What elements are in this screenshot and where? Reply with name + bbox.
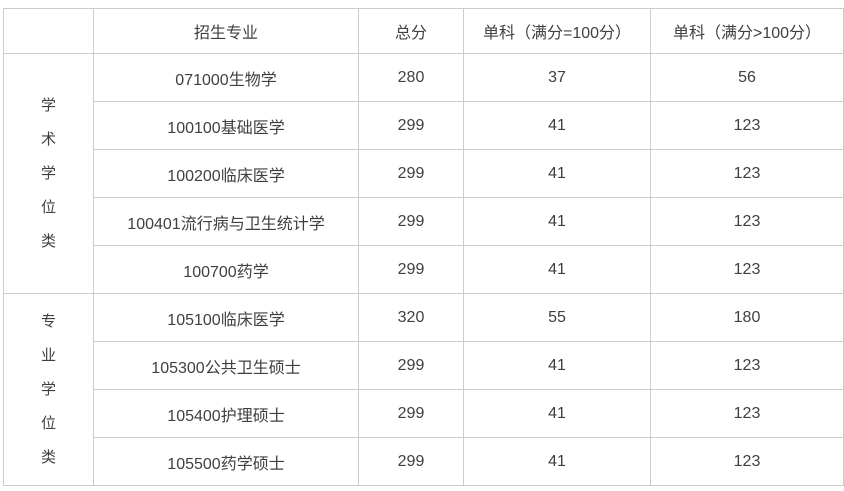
major-cell: 100700药学 (93, 245, 359, 294)
table-row: 专业学位类 105100临床医学 320 55 180 (3, 293, 844, 486)
total-score-cell: 299 (358, 245, 464, 294)
single-100-cell: 41 (463, 437, 651, 486)
single-gt100-cell: 180 (650, 293, 844, 342)
header-total-score: 总分 (358, 8, 464, 54)
single-gt100-cell: 123 (650, 149, 844, 198)
category-professional-degree: 专业学位类 (3, 293, 94, 486)
single-gt100-cell: 123 (650, 437, 844, 486)
single-100-cell: 55 (463, 293, 651, 342)
major-cell: 105300公共卫生硕士 (93, 341, 359, 390)
major-cell: 100401流行病与卫生统计学 (93, 197, 359, 246)
table-row: 105500药学硕士 299 41 123 (4, 437, 844, 486)
total-score-cell: 280 (358, 53, 464, 102)
single-gt100-cell: 123 (650, 197, 844, 246)
single-gt100-cell: 123 (650, 101, 844, 150)
single-100-cell: 41 (463, 245, 651, 294)
category-label: 学术学位类 (41, 96, 57, 250)
major-cell: 100200临床医学 (93, 149, 359, 198)
corner-cell (3, 8, 94, 54)
total-score-cell: 299 (358, 341, 464, 390)
total-score-cell: 299 (358, 101, 464, 150)
total-score-cell: 299 (358, 389, 464, 438)
header-major: 招生专业 (93, 8, 359, 54)
single-100-cell: 41 (463, 197, 651, 246)
header-single-subject-100: 单科（满分=100分） (463, 8, 651, 54)
total-score-cell: 320 (358, 293, 464, 342)
table-row: 100100基础医学 299 41 123 (4, 101, 844, 150)
single-gt100-cell: 123 (650, 389, 844, 438)
single-100-cell: 41 (463, 149, 651, 198)
major-cell: 105100临床医学 (93, 293, 359, 342)
table-header-row: 招生专业 总分 单科（满分=100分） 单科（满分>100分） (3, 8, 844, 54)
table-row: 105400护理硕士 299 41 123 (4, 389, 844, 438)
single-100-cell: 41 (463, 389, 651, 438)
header-single-subject-gt100: 单科（满分>100分） (650, 8, 844, 54)
table-row: 100700药学 299 41 123 (4, 245, 844, 294)
single-100-cell: 41 (463, 101, 651, 150)
table-row: 100200临床医学 299 41 123 (4, 149, 844, 198)
total-score-cell: 299 (358, 149, 464, 198)
single-gt100-cell: 123 (650, 245, 844, 294)
major-cell: 100100基础医学 (93, 101, 359, 150)
table-row: 100401流行病与卫生统计学 299 41 123 (4, 197, 844, 246)
single-100-cell: 37 (463, 53, 651, 102)
major-cell: 105400护理硕士 (93, 389, 359, 438)
single-100-cell: 41 (463, 341, 651, 390)
category-academic-degree: 学术学位类 (3, 53, 94, 294)
total-score-cell: 299 (358, 437, 464, 486)
admission-scores-table: 招生专业 总分 单科（满分=100分） 单科（满分>100分） 学术学位类 07… (3, 8, 844, 486)
single-gt100-cell: 123 (650, 341, 844, 390)
table-row: 学术学位类 071000生物学 280 37 56 (3, 53, 844, 294)
total-score-cell: 299 (358, 197, 464, 246)
category-label: 专业学位类 (41, 312, 57, 466)
major-cell: 105500药学硕士 (93, 437, 359, 486)
single-gt100-cell: 56 (650, 53, 844, 102)
major-cell: 071000生物学 (93, 53, 359, 102)
table-row: 105300公共卫生硕士 299 41 123 (4, 341, 844, 390)
